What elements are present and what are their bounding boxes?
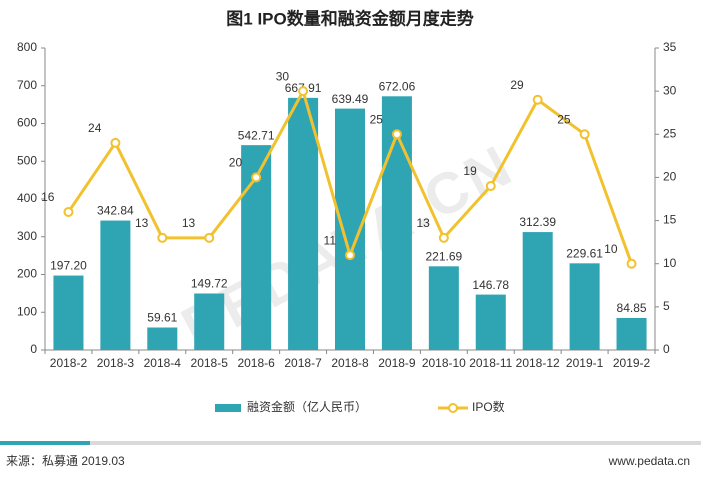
website: www.pedata.cn: [608, 454, 690, 468]
x-tick-label: 2018-2: [50, 356, 88, 370]
bar: [569, 263, 600, 350]
separator: [0, 441, 701, 445]
y2-tick-label: 10: [663, 256, 677, 270]
y-tick-label: 600: [17, 116, 37, 130]
x-tick-label: 2018-9: [378, 356, 416, 370]
y-tick-label: 700: [17, 78, 37, 92]
line-marker: [485, 181, 496, 192]
legend-swatch: [215, 404, 241, 412]
bar: [288, 97, 319, 350]
y-tick-label: 300: [17, 229, 37, 243]
line-marker: [110, 137, 121, 148]
y2-tick-label: 20: [663, 170, 677, 184]
line-marker: [157, 232, 168, 243]
y2-tick-label: 35: [663, 40, 677, 54]
line-value-label: 29: [510, 78, 524, 92]
x-tick-label: 2018-8: [331, 356, 369, 370]
line-value-label: 13: [416, 216, 430, 230]
x-tick-label: 2019-1: [566, 356, 604, 370]
bar: [53, 275, 84, 350]
line-marker: [298, 86, 309, 97]
line-value-label: 10: [604, 242, 618, 256]
x-tick-label: 2018-4: [144, 356, 182, 370]
bar: [616, 317, 647, 350]
bar: [475, 294, 506, 350]
line-marker: [251, 172, 262, 183]
line-marker: [63, 206, 74, 217]
bar-value-label: 542.71: [238, 128, 275, 142]
x-tick-label: 2018-6: [237, 356, 275, 370]
line-value-label: 19: [463, 164, 477, 178]
x-tick-label: 2018-5: [191, 356, 229, 370]
x-tick-label: 2018-11: [469, 356, 512, 370]
line-value-label: 24: [88, 121, 102, 135]
x-tick-label: 2018-7: [284, 356, 322, 370]
y2-tick-label: 15: [663, 213, 677, 227]
line-value-label: 25: [370, 112, 384, 126]
bar-value-label: 229.61: [566, 246, 603, 260]
y-tick-label: 100: [17, 304, 37, 318]
separator-accent: [0, 441, 90, 445]
line-value-label: 16: [41, 190, 55, 204]
y2-tick-label: 0: [663, 342, 670, 356]
x-tick-label: 2018-10: [422, 356, 466, 370]
line-marker: [532, 94, 543, 105]
line-marker: [391, 129, 402, 140]
bar-value-label: 146.78: [472, 278, 509, 292]
y-tick-label: 800: [17, 40, 37, 54]
bar-value-label: 197.20: [50, 259, 87, 273]
line-marker: [345, 250, 355, 261]
y2-tick-label: 30: [663, 83, 677, 97]
y-tick-label: 400: [17, 191, 37, 205]
y-tick-label: 200: [17, 267, 37, 281]
line-marker: [626, 258, 637, 269]
y2-tick-label: 5: [663, 299, 670, 313]
x-tick-label: 2018-3: [97, 356, 135, 370]
line-value-label: 30: [276, 69, 290, 83]
y2-tick-label: 25: [663, 126, 677, 140]
line-marker: [204, 232, 215, 243]
line-value-label: 13: [182, 216, 196, 230]
y-tick-label: 0: [30, 342, 37, 356]
bar-value-label: 342.84: [97, 204, 134, 218]
bar: [522, 232, 553, 350]
legend-label: 融资金额（亿人民币）: [247, 399, 367, 414]
source: 来源：私募通 2019.03: [6, 454, 125, 468]
line-value-label: 25: [557, 112, 571, 126]
line-value-label: 11: [324, 233, 337, 247]
bar: [100, 220, 131, 350]
bar: [428, 266, 459, 350]
bar: [194, 293, 225, 350]
line-marker: [438, 232, 449, 243]
bar-value-label: 149.72: [191, 277, 228, 291]
line-value-label: 13: [135, 216, 149, 230]
y-tick-label: 500: [17, 153, 37, 167]
bar-value-label: 672.06: [379, 79, 416, 93]
chart-title: 图1 IPO数量和融资金额月度走势: [226, 8, 473, 28]
bar: [147, 327, 178, 350]
x-tick-label: 2018-12: [516, 356, 560, 370]
line-marker: [579, 129, 590, 140]
bar-value-label: 59.61: [147, 311, 177, 325]
bar-value-label: 84.85: [617, 301, 647, 315]
line-value-label: 20: [229, 156, 243, 170]
legend-swatch: [448, 403, 458, 413]
x-tick-label: 2019-2: [613, 356, 651, 370]
bar-value-label: 639.49: [332, 92, 369, 106]
bar-value-label: 312.39: [519, 215, 556, 229]
legend-label: IPO数: [472, 399, 505, 414]
bar-value-label: 221.69: [425, 249, 462, 263]
